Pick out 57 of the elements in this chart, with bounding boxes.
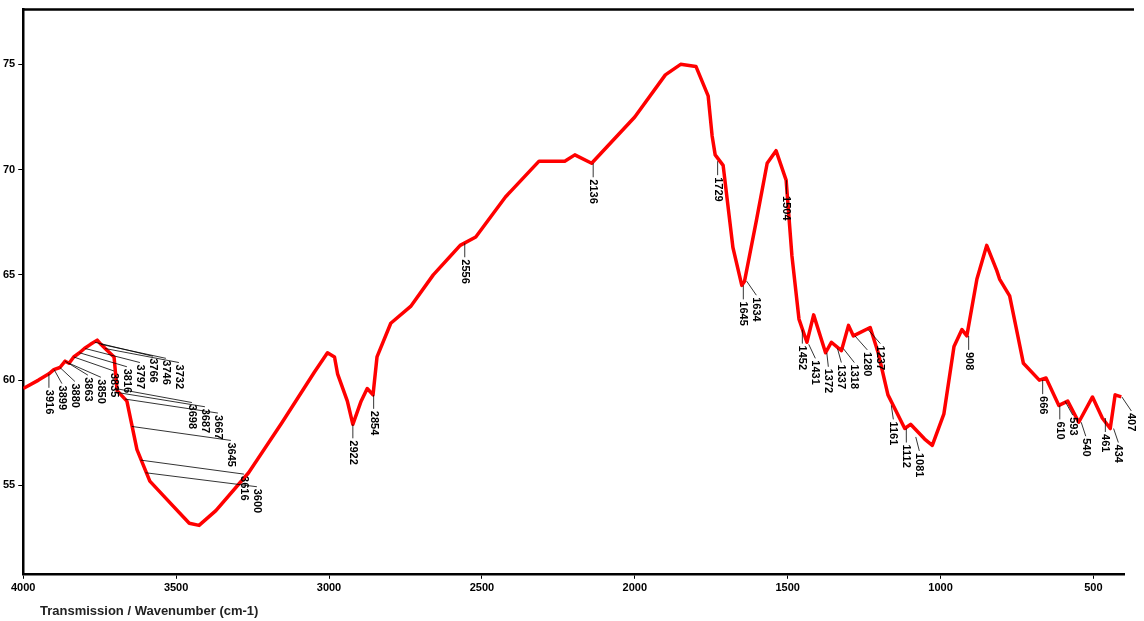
annotation: 2556: [459, 259, 472, 284]
annotation: 3698: [186, 404, 199, 430]
y-tick-label: 70: [2, 162, 16, 175]
annotation: 3850: [95, 379, 108, 404]
annotation: 1504: [781, 196, 794, 222]
annotation: 1645: [738, 301, 751, 326]
annotation: 1280: [862, 351, 875, 377]
annotation: 2136: [588, 179, 601, 204]
x-tick-label: 2000: [622, 581, 648, 594]
annotation: 1452: [797, 345, 810, 371]
annotation: 666: [1037, 396, 1050, 415]
annotation: 1237: [875, 345, 888, 371]
annotation: 1081: [914, 452, 927, 478]
annotation: 3746: [160, 360, 173, 385]
y-tick-label: 75: [2, 57, 16, 70]
annotation: 3835: [108, 372, 121, 398]
annotation: 3687: [199, 408, 212, 434]
x-tick-label: 4000: [10, 581, 36, 594]
x-axis-title: Transmission / Wavenumber (cm-1): [40, 603, 259, 618]
x-tick-label: 2500: [469, 581, 495, 594]
x-tick-label: 3500: [163, 581, 189, 594]
annotation: 908: [963, 351, 976, 371]
annotation: 1431: [810, 360, 823, 385]
annotation: 3916: [43, 389, 56, 415]
x-tick-label: 1500: [775, 581, 800, 594]
x-tick-label: 500: [1084, 581, 1103, 594]
annotation: 3616: [238, 476, 251, 501]
y-tick-label: 60: [2, 373, 16, 386]
annotation: 1729: [712, 177, 725, 202]
annotation: 2922: [347, 440, 360, 465]
annotation: 3816: [121, 368, 134, 394]
annotation: 3899: [56, 385, 69, 411]
x-tick-label: 3000: [316, 581, 342, 594]
annotation: 1161: [888, 421, 901, 446]
annotation: 3766: [147, 358, 160, 383]
annotation: 3797: [134, 364, 147, 390]
annotation: 3667: [212, 415, 225, 440]
annotation: 461: [1100, 434, 1113, 453]
annotation: 1112: [901, 444, 914, 468]
annotation: 3600: [251, 488, 264, 514]
annotation: 610: [1054, 421, 1067, 440]
annotation: 3863: [82, 377, 95, 402]
annotation: 3645: [225, 442, 238, 467]
y-tick-label: 65: [2, 267, 16, 280]
annotation: 593: [1067, 417, 1080, 436]
annotation: 1337: [836, 364, 849, 390]
annotation: 1634: [751, 297, 764, 323]
y-tick-label: 55: [2, 478, 16, 491]
annotation: 1372: [823, 368, 836, 394]
annotation: 407: [1126, 412, 1139, 432]
annotation: 434: [1113, 444, 1126, 464]
x-tick-label: 1000: [928, 581, 953, 594]
annotation: 1318: [849, 364, 862, 390]
annotation: 3732: [173, 364, 186, 390]
annotation: 2854: [368, 410, 381, 437]
annotation: 540: [1080, 438, 1093, 457]
annotation: 3880: [69, 383, 82, 408]
